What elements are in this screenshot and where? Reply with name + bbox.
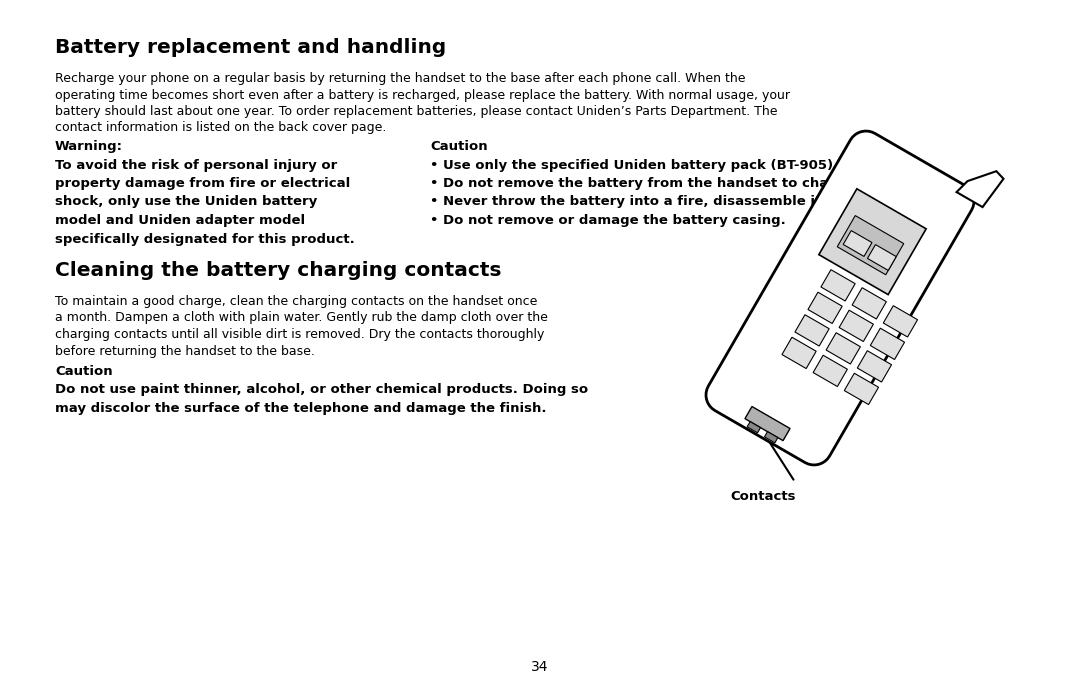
Polygon shape [867,244,896,270]
Text: Caution: Caution [55,365,112,378]
Text: before returning the handset to the base.: before returning the handset to the base… [55,345,315,358]
Text: property damage from fire or electrical: property damage from fire or electrical [55,177,350,190]
Polygon shape [745,407,791,440]
Polygon shape [765,431,778,443]
Polygon shape [858,351,892,382]
Polygon shape [843,230,872,257]
Polygon shape [782,337,816,369]
Polygon shape [819,189,927,294]
Polygon shape [883,305,918,337]
Text: operating time becomes short even after a battery is recharged, please replace t: operating time becomes short even after … [55,89,789,102]
Text: contact information is listed on the back cover page.: contact information is listed on the bac… [55,122,387,134]
Text: Recharge your phone on a regular basis by returning the handset to the base afte: Recharge your phone on a regular basis b… [55,72,745,85]
Polygon shape [808,292,842,323]
Polygon shape [706,131,974,465]
Text: may discolor the surface of the telephone and damage the finish.: may discolor the surface of the telephon… [55,402,546,415]
Text: Contacts: Contacts [730,490,796,503]
Text: To maintain a good charge, clean the charging contacts on the handset once: To maintain a good charge, clean the cha… [55,295,538,308]
Text: 34: 34 [531,660,549,674]
Polygon shape [957,171,1003,207]
Text: battery should last about one year. To order replacement batteries, please conta: battery should last about one year. To o… [55,105,778,118]
Text: a month. Dampen a cloth with plain water. Gently rub the damp cloth over the: a month. Dampen a cloth with plain water… [55,312,548,325]
Text: • Do not remove the battery from the handset to charge it.: • Do not remove the battery from the han… [430,177,874,190]
Text: • Use only the specified Uniden battery pack (BT-905).: • Use only the specified Uniden battery … [430,158,838,171]
Polygon shape [821,270,855,301]
Polygon shape [747,422,760,433]
Polygon shape [826,333,861,364]
Text: model and Uniden adapter model: model and Uniden adapter model [55,214,306,227]
Polygon shape [795,314,829,346]
Text: Warning:: Warning: [55,140,123,153]
Text: shock, only use the Uniden battery: shock, only use the Uniden battery [55,195,318,208]
Text: Caution: Caution [430,140,488,153]
Text: Cleaning the battery charging contacts: Cleaning the battery charging contacts [55,261,501,280]
Polygon shape [837,215,904,275]
Text: • Do not remove or damage the battery casing.: • Do not remove or damage the battery ca… [430,214,786,227]
Polygon shape [845,373,878,405]
Text: • Never throw the battery into a fire, disassemble it, or heat it.: • Never throw the battery into a fire, d… [430,195,906,208]
Text: Battery replacement and handling: Battery replacement and handling [55,38,446,57]
Text: charging contacts until all visible dirt is removed. Dry the contacts thoroughly: charging contacts until all visible dirt… [55,328,544,341]
Text: To avoid the risk of personal injury or: To avoid the risk of personal injury or [55,158,337,171]
Text: Do not use paint thinner, alcohol, or other chemical products. Doing so: Do not use paint thinner, alcohol, or ot… [55,383,589,396]
Polygon shape [839,310,874,341]
Polygon shape [870,328,905,360]
Text: specifically designated for this product.: specifically designated for this product… [55,233,354,246]
Polygon shape [852,288,887,319]
Polygon shape [813,355,848,387]
